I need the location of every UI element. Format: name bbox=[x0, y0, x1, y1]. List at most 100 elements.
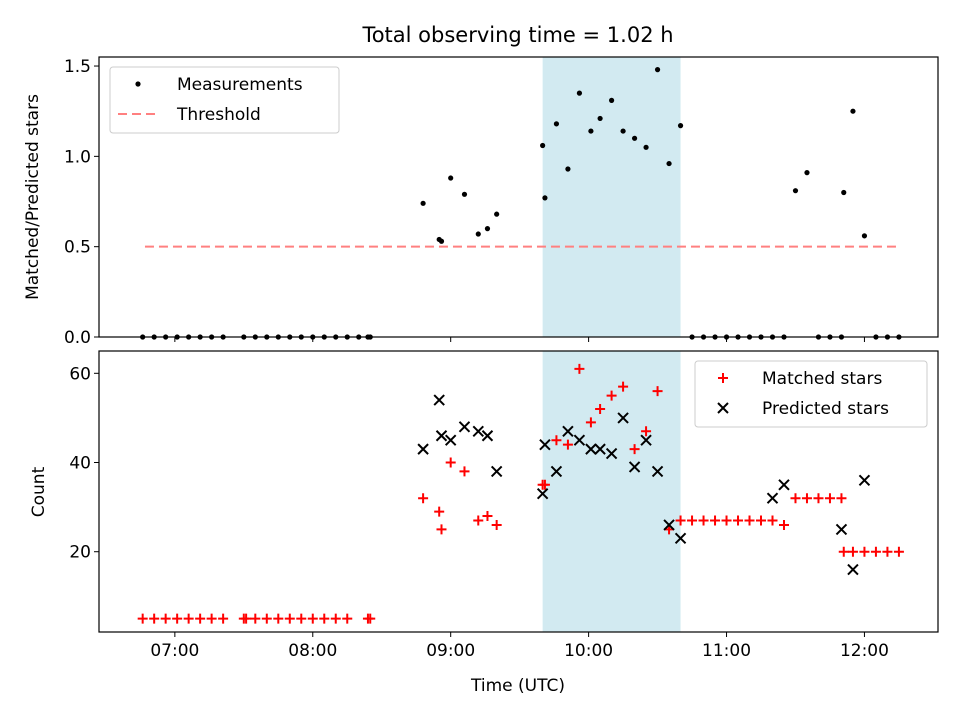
data-point bbox=[628, 461, 641, 473]
data-point bbox=[790, 493, 801, 504]
legend: Measurements Threshold bbox=[109, 66, 340, 134]
data-point bbox=[778, 519, 789, 530]
data-point bbox=[595, 403, 606, 414]
data-point bbox=[472, 425, 484, 437]
data-point bbox=[296, 613, 307, 624]
data-point bbox=[847, 546, 858, 557]
x-tick-label: 10:00 bbox=[564, 641, 613, 661]
data-point bbox=[438, 238, 445, 244]
data-point bbox=[491, 519, 502, 530]
data-point bbox=[687, 515, 698, 526]
data-point bbox=[859, 546, 870, 557]
data-point bbox=[594, 443, 606, 455]
data-point bbox=[651, 465, 664, 478]
data-point bbox=[606, 390, 617, 401]
data-point bbox=[553, 121, 560, 127]
data-point bbox=[756, 515, 767, 526]
data-point bbox=[629, 444, 640, 455]
highlighted-time-span bbox=[542, 57, 681, 337]
data-point bbox=[418, 493, 429, 504]
data-point bbox=[494, 211, 500, 217]
data-point bbox=[778, 479, 790, 491]
data-point bbox=[307, 613, 318, 624]
y-tick-label: 1.5 bbox=[64, 57, 91, 77]
legend: Matched stars Predicted stars bbox=[694, 360, 928, 428]
y-tick-label: 40 bbox=[69, 454, 91, 474]
data-point bbox=[766, 492, 779, 504]
data-point bbox=[481, 430, 494, 442]
legend-marker bbox=[135, 81, 141, 87]
x-tick-label: 12:00 bbox=[840, 641, 889, 661]
data-point bbox=[620, 128, 626, 134]
data-point bbox=[539, 479, 550, 490]
data-point bbox=[444, 434, 457, 446]
data-point bbox=[448, 175, 454, 181]
data-point bbox=[342, 613, 353, 624]
data-point bbox=[841, 189, 847, 196]
data-point bbox=[893, 546, 904, 557]
data-point bbox=[608, 97, 615, 103]
data-point bbox=[542, 195, 548, 201]
data-point bbox=[597, 115, 603, 122]
legend-marker bbox=[717, 402, 729, 414]
data-point bbox=[721, 515, 732, 526]
data-point bbox=[160, 613, 171, 624]
data-point bbox=[459, 466, 470, 477]
data-point bbox=[137, 613, 148, 624]
data-point bbox=[206, 613, 217, 624]
data-point bbox=[861, 233, 868, 239]
data-point bbox=[417, 443, 429, 455]
data-point bbox=[273, 613, 284, 624]
top-y-axis-label: Matched/Predicted stars bbox=[23, 94, 43, 300]
y-tick-label: 60 bbox=[69, 364, 91, 384]
data-point bbox=[733, 515, 744, 526]
data-point bbox=[284, 613, 295, 624]
data-point bbox=[675, 515, 686, 526]
data-point bbox=[473, 515, 484, 526]
data-point bbox=[652, 386, 663, 397]
data-point bbox=[643, 144, 649, 150]
data-point bbox=[562, 439, 573, 450]
data-point bbox=[172, 613, 183, 624]
data-point bbox=[847, 563, 859, 576]
data-point bbox=[183, 613, 194, 624]
data-point bbox=[838, 546, 849, 557]
data-point bbox=[241, 613, 252, 624]
legend-label: Matched stars bbox=[762, 369, 882, 389]
legend-box bbox=[694, 360, 928, 428]
data-point bbox=[550, 465, 563, 478]
data-point bbox=[698, 515, 709, 526]
bottom-panel: 20 40 60 07:00 08:00 09:00 10:00 11:00 12:00 Matc… bbox=[69, 350, 939, 661]
data-point bbox=[250, 613, 261, 624]
data-point bbox=[536, 488, 549, 500]
data-point bbox=[674, 532, 687, 545]
data-point bbox=[663, 519, 675, 531]
legend-box bbox=[109, 66, 340, 134]
data-point bbox=[824, 493, 835, 504]
data-point bbox=[539, 438, 551, 451]
data-point bbox=[475, 231, 481, 237]
data-point bbox=[458, 421, 471, 433]
data-point bbox=[836, 493, 847, 504]
data-point bbox=[804, 170, 810, 176]
data-point bbox=[365, 613, 376, 624]
data-point bbox=[677, 123, 684, 129]
data-point bbox=[640, 434, 652, 446]
data-point bbox=[195, 613, 206, 624]
axes-frame bbox=[98, 56, 939, 338]
y-tick-label: 0.5 bbox=[64, 238, 91, 258]
data-point bbox=[588, 128, 594, 134]
data-point bbox=[436, 524, 447, 535]
data-point bbox=[540, 142, 546, 149]
data-point bbox=[330, 613, 341, 624]
data-point bbox=[435, 430, 448, 442]
data-point bbox=[605, 447, 618, 460]
x-tick-label: 08:00 bbox=[288, 641, 337, 661]
data-point bbox=[767, 515, 778, 526]
data-point bbox=[551, 435, 562, 446]
data-point bbox=[576, 90, 583, 96]
y-tick-label: 1.0 bbox=[64, 147, 91, 167]
data-point bbox=[434, 506, 445, 517]
